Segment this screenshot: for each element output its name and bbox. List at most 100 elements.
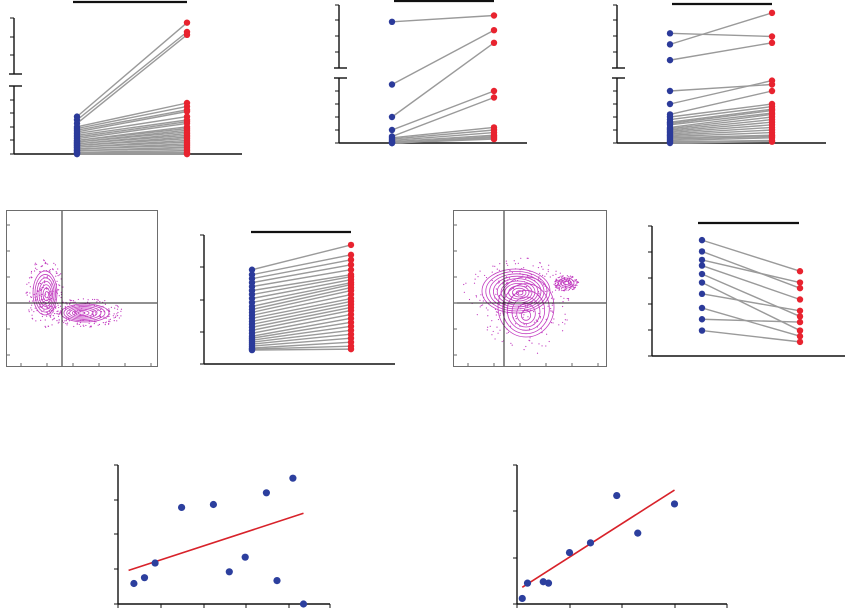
pair-connector	[251, 321, 352, 339]
flow-event-dot	[499, 312, 501, 314]
scatter-point	[289, 474, 297, 482]
flow-event-dot	[556, 287, 558, 289]
flow-event-dot	[511, 344, 513, 346]
flow-event-dot	[492, 330, 494, 333]
flow-event-dot	[520, 257, 522, 259]
post-point	[490, 39, 498, 46]
pre-point	[698, 262, 706, 269]
paired-panel-d	[200, 230, 395, 365]
pair-connector	[251, 329, 352, 343]
flow-event-dot	[115, 315, 117, 317]
flow-event-dot	[48, 270, 51, 272]
flow-event-dot	[526, 257, 528, 259]
flow-event-dot	[541, 345, 543, 347]
flow-event-dot	[47, 263, 49, 265]
flow-event-dot	[538, 312, 540, 315]
scatter-point	[544, 579, 553, 587]
flow-event-dot	[547, 290, 549, 292]
pair-connector	[669, 124, 773, 134]
flow-event-dot	[59, 312, 61, 314]
flow-event-dot	[120, 315, 122, 317]
flow-event-dot	[551, 310, 553, 312]
flow-event-dot	[536, 352, 539, 354]
flow-event-dot	[552, 311, 554, 313]
flow-event-dot	[563, 297, 565, 299]
flow-event-dot	[463, 283, 465, 286]
pair-connector	[251, 337, 352, 347]
pair-connector	[701, 264, 801, 301]
post-point	[183, 150, 191, 158]
flow-event-dot	[90, 325, 92, 327]
pair-connector	[251, 281, 352, 304]
flow-event-dot	[499, 329, 501, 331]
flow-event-dot	[99, 315, 101, 317]
flow-contour	[34, 274, 56, 313]
flow-contour	[42, 287, 51, 302]
flow-event-dot	[480, 304, 482, 307]
flow-event-dot	[548, 264, 550, 266]
flow-event-dot	[57, 289, 59, 291]
flow-event-dot	[560, 275, 562, 277]
flow-event-dot	[507, 331, 510, 333]
flow-event-dot	[46, 275, 48, 277]
flow-event-dot	[495, 314, 497, 316]
pre-point	[388, 139, 396, 147]
flow-contour	[44, 291, 49, 299]
flow-event-dot	[51, 319, 54, 321]
flow-event-dot	[56, 313, 58, 315]
flow-event-dot	[539, 262, 541, 264]
flow-contour	[63, 304, 106, 322]
flow-event-dot	[571, 288, 574, 291]
pair-connector	[251, 309, 352, 331]
flow-event-dot	[97, 299, 99, 301]
flow-event-dot	[116, 313, 118, 315]
flow-event-dot	[60, 296, 62, 299]
pair-connector	[251, 244, 352, 271]
flow-contour	[40, 284, 52, 304]
pair-connector	[669, 108, 773, 123]
flow-event-dot	[113, 320, 115, 322]
flow-event-dot	[31, 314, 33, 316]
flow-event-dot	[523, 267, 525, 269]
flow-event-dot	[30, 277, 32, 279]
flow-event-dot	[85, 324, 87, 327]
pair-connector	[391, 131, 495, 142]
pair-connector	[76, 31, 188, 121]
flow-contour	[511, 296, 541, 328]
flow-event-dot	[529, 291, 531, 293]
flow-event-dot	[28, 300, 31, 302]
flow-contour	[502, 283, 550, 335]
flow-event-dot	[59, 311, 61, 313]
flow-event-dot	[558, 288, 561, 290]
flow-event-dot	[547, 270, 549, 273]
flow-event-dot	[555, 279, 557, 281]
flow-contour	[77, 311, 86, 315]
flow-event-dot	[58, 295, 60, 297]
flow-event-dot	[53, 317, 56, 319]
flow-event-dot	[558, 287, 560, 289]
flow-event-dot	[96, 301, 98, 303]
flow-event-dot	[553, 283, 555, 286]
pair-connector	[669, 131, 773, 138]
pair-connector	[251, 259, 352, 280]
flow-event-dot	[546, 333, 548, 335]
pair-connector	[669, 112, 773, 126]
pre-point	[698, 290, 706, 298]
pair-connector	[669, 109, 773, 125]
flow-event-dot	[511, 271, 513, 274]
flow-event-dot	[105, 321, 107, 323]
flow-event-dot	[39, 282, 42, 285]
flow-event-dot	[57, 315, 60, 317]
flow-event-dot	[563, 290, 565, 292]
flow-event-dot	[550, 322, 553, 324]
pair-connector	[669, 118, 773, 131]
pair-connector	[251, 286, 352, 311]
scatter-point	[273, 576, 281, 585]
flow-event-dot	[514, 263, 517, 265]
pair-connector	[251, 306, 352, 328]
flow-event-dot	[69, 299, 71, 301]
flow-event-dot	[538, 293, 540, 295]
flow-event-dot	[57, 313, 59, 315]
scatter-point	[518, 594, 526, 603]
flow-event-dot	[46, 315, 48, 317]
